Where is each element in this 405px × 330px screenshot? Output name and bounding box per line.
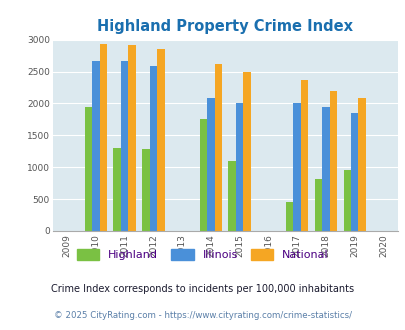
Bar xyxy=(228,161,235,231)
Bar xyxy=(157,49,164,231)
Bar xyxy=(235,103,243,231)
Bar xyxy=(92,61,99,231)
Text: Crime Index corresponds to incidents per 100,000 inhabitants: Crime Index corresponds to incidents per… xyxy=(51,284,354,294)
Bar xyxy=(343,170,350,231)
Bar xyxy=(358,98,365,231)
Bar xyxy=(142,149,149,231)
Title: Highland Property Crime Index: Highland Property Crime Index xyxy=(97,19,352,34)
Bar xyxy=(322,107,329,231)
Text: © 2025 CityRating.com - https://www.cityrating.com/crime-statistics/: © 2025 CityRating.com - https://www.city… xyxy=(54,312,351,320)
Bar xyxy=(300,81,308,231)
Bar xyxy=(314,179,322,231)
Legend: Highland, Illinois, National: Highland, Illinois, National xyxy=(72,245,333,265)
Bar xyxy=(207,98,214,231)
Bar xyxy=(128,45,136,231)
Bar xyxy=(85,107,92,231)
Bar xyxy=(293,103,300,231)
Bar xyxy=(285,202,293,231)
Bar xyxy=(214,64,222,231)
Bar xyxy=(149,66,157,231)
Bar xyxy=(329,91,337,231)
Bar xyxy=(350,113,358,231)
Bar xyxy=(113,148,121,231)
Bar xyxy=(243,72,250,231)
Bar xyxy=(99,44,107,231)
Bar xyxy=(121,61,128,231)
Bar xyxy=(199,119,207,231)
